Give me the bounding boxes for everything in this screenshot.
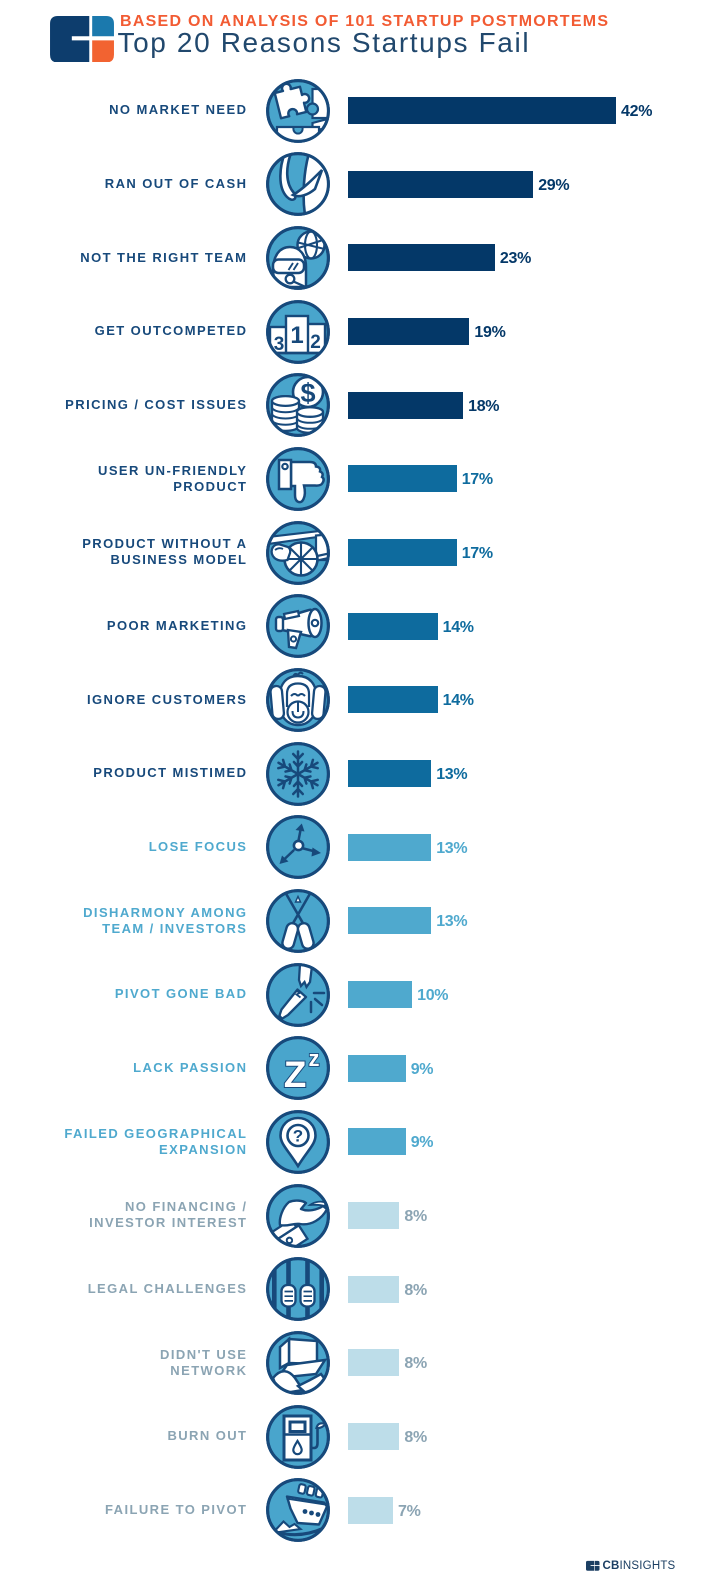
svg-text:?: ? bbox=[293, 1126, 303, 1145]
svg-text:2: 2 bbox=[310, 332, 321, 353]
svg-text:$: $ bbox=[300, 378, 315, 408]
svg-text:3: 3 bbox=[274, 334, 285, 355]
svg-text:Z: Z bbox=[283, 1054, 306, 1095]
svg-text:1: 1 bbox=[290, 322, 303, 349]
svg-text:z: z bbox=[308, 1046, 319, 1071]
